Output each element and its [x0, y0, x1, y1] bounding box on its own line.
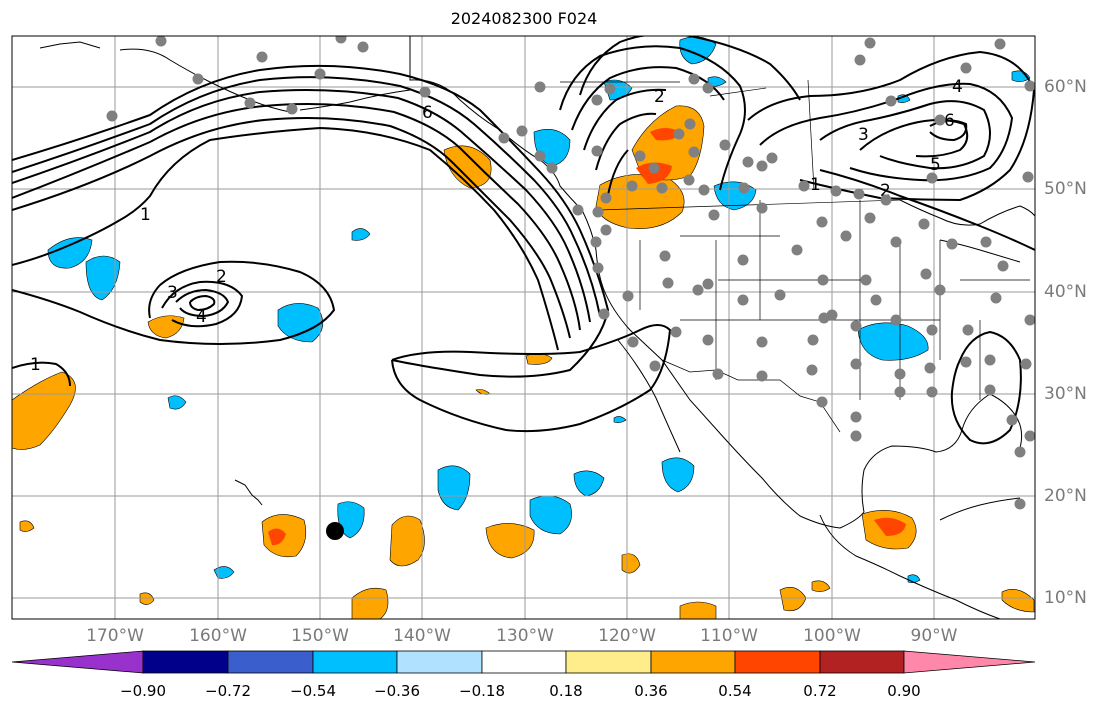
colorbar-tick-label: −0.54 [290, 682, 336, 700]
colorbar-tick-label: −0.36 [374, 682, 420, 700]
lon-tick-label: 170°W [86, 626, 144, 646]
lat-tick-label: 50°N [1044, 179, 1087, 199]
map-panel: 1 2 3 4 6 2 1 2 3 4 5 6 1 [12, 36, 1035, 619]
lat-tick-label: 20°N [1044, 486, 1087, 506]
lon-tick-label: 140°W [393, 626, 451, 646]
contour-labels: 1 2 3 4 6 2 1 2 3 4 5 6 1 [30, 77, 963, 375]
lon-tick-label: 120°W [598, 626, 656, 646]
colorbar-segment [227, 650, 314, 674]
contour-lines [12, 36, 1035, 445]
colorbar-tick-label: −0.72 [205, 682, 251, 700]
lon-tick-label: 130°W [496, 626, 554, 646]
colorbar-tick-label: 0.90 [887, 682, 921, 700]
colorbar-tick-label: 0.54 [718, 682, 752, 700]
contour-label: 2 [654, 87, 665, 107]
lon-tick-label: 100°W [803, 626, 861, 646]
map-title: 2024082300 F024 [450, 9, 598, 28]
colorbar-tick-label: 0.72 [803, 682, 837, 700]
colorbar [11, 650, 1036, 674]
colorbar-segment [565, 650, 652, 674]
colorbar-tick-label: −0.18 [459, 682, 505, 700]
colorbar-segment [903, 650, 1036, 674]
contour-label: 4 [952, 77, 963, 97]
contour-label: 2 [216, 267, 227, 287]
contour-label: 6 [422, 103, 433, 123]
hawaii-marker [326, 522, 344, 540]
colorbar-segment [312, 650, 398, 674]
colorbar-segment [142, 650, 229, 674]
contour-label: 1 [810, 175, 821, 195]
colorbar-tick-label: 0.18 [549, 682, 583, 700]
contour-label: 3 [858, 125, 869, 145]
lat-tick-label: 30°N [1044, 384, 1087, 404]
colorbar-tick-label: −0.90 [120, 682, 166, 700]
contour-label: 4 [196, 307, 207, 327]
coastlines [39, 36, 1035, 619]
lat-tick-label: 40°N [1044, 282, 1087, 302]
contour-label: 3 [167, 283, 178, 303]
lat-tick-label: 10°N [1044, 588, 1087, 608]
colorbar-segment [650, 650, 736, 674]
colorbar-tick-label: 0.36 [634, 682, 668, 700]
lat-tick-label: 60°N [1044, 77, 1087, 97]
lon-tick-label: 90°W [910, 626, 958, 646]
contour-label: 1 [30, 355, 41, 375]
colorbar-segment [11, 650, 144, 674]
colorbar-segment [396, 650, 483, 674]
station-markers [106, 36, 1035, 510]
lon-tick-label: 150°W [291, 626, 349, 646]
contour-label: 5 [930, 155, 941, 175]
lon-tick-label: 160°W [189, 626, 247, 646]
contour-label: 1 [140, 205, 151, 225]
colorbar-segment [481, 650, 567, 674]
colorbar-segment [819, 650, 905, 674]
colorbar-segment [734, 650, 821, 674]
contour-label: 6 [944, 111, 955, 131]
map-frame [11, 35, 1036, 620]
anomaly-shading [12, 36, 1035, 619]
lon-tick-label: 110°W [700, 626, 758, 646]
contour-label: 2 [880, 181, 891, 201]
